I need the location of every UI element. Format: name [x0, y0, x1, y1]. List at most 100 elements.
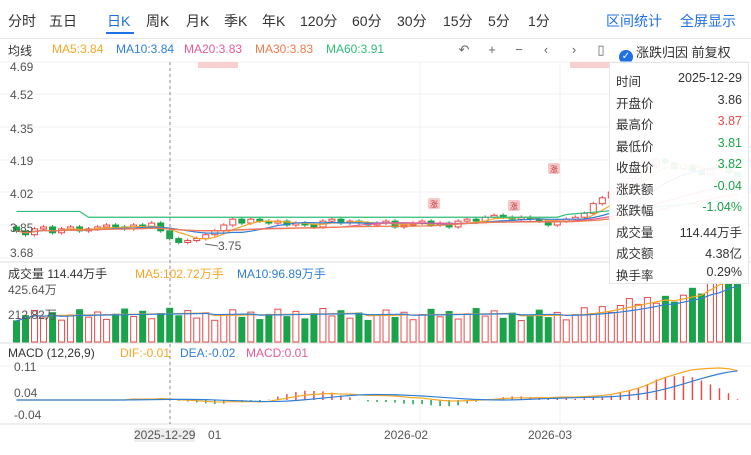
volume-bar — [472, 308, 480, 343]
volume-bar — [625, 298, 633, 343]
tab-6[interactable]: 年K — [262, 13, 286, 29]
fullscreen-link[interactable]: 全屏显示 — [680, 13, 736, 29]
volume-bar — [445, 311, 453, 343]
volume-bar — [400, 311, 408, 343]
tab-10[interactable]: 15分 — [443, 13, 473, 29]
min-price-pointer — [204, 243, 219, 247]
volume-axis-top: 425.64万 — [8, 283, 57, 297]
phone-icon[interactable]: ▯ — [597, 42, 605, 57]
macd-axis-top: 0.11 — [14, 360, 37, 374]
volume-bar — [166, 307, 174, 343]
volume-bar — [256, 319, 264, 343]
ma5-value: MA5:3.84 — [52, 42, 104, 56]
candle-body — [112, 224, 120, 228]
volume-bar — [202, 312, 210, 343]
scroll-left-icon[interactable]: ‹ — [543, 42, 549, 57]
volume-bar — [265, 313, 273, 343]
volume-bar — [481, 315, 489, 343]
price-axis-label-5: 3.85 — [10, 221, 34, 235]
volume-header: 成交量 114.44万手 — [8, 267, 108, 281]
volume-bar — [463, 313, 471, 343]
volume-bar — [391, 316, 399, 343]
price-axis-label-3: 4.19 — [10, 154, 34, 168]
volume-bar — [562, 319, 570, 343]
price-axis-label-4: 4.02 — [10, 187, 34, 201]
volume-bar — [31, 309, 39, 343]
volume-bar — [301, 318, 309, 343]
volume-bar — [670, 301, 678, 343]
adjust-toggle[interactable]: ✓ 涨跌归因 前复权 — [619, 42, 731, 64]
range-marker — [198, 62, 238, 68]
check-icon: ✓ — [619, 50, 633, 64]
tab-3[interactable]: 周K — [146, 13, 170, 29]
macd-value: MACD:0.01 — [246, 346, 309, 360]
volume-bar — [319, 307, 327, 343]
range-marker — [570, 62, 610, 68]
volume-bar — [733, 281, 741, 343]
interval-stats-link[interactable]: 区间统计 — [606, 13, 662, 29]
rise-badge — [508, 200, 520, 211]
tab-8[interactable]: 60分 — [352, 13, 382, 29]
rise-badge — [548, 163, 560, 174]
volume-bar — [454, 318, 462, 343]
candle-body — [328, 218, 336, 222]
volume-bar — [328, 315, 336, 343]
volume-bar — [157, 313, 165, 343]
volume-axis-mid: 212.82万 — [8, 308, 57, 322]
ma-label: 均线 — [8, 44, 33, 58]
ma60-value: MA60:3.91 — [326, 42, 385, 56]
volume-bar — [94, 311, 102, 343]
tab-7[interactable]: 120分 — [300, 13, 338, 29]
volume-bar — [499, 317, 507, 343]
volume-bar — [724, 281, 732, 343]
volume-ma10-line — [16, 285, 738, 322]
volume-bar — [292, 310, 300, 343]
scroll-right-icon[interactable]: › — [571, 42, 577, 57]
volume-bar — [616, 304, 624, 343]
volume-bar — [373, 314, 381, 343]
ma-legend: 均线 MA5:3.84 MA10:3.84 MA20:3.83 MA30:3.8… — [0, 39, 751, 59]
volume-bar — [193, 317, 201, 343]
undo-icon[interactable]: ↶ — [458, 42, 470, 57]
volume-bar — [184, 310, 192, 343]
x-label-crosshair-date: 2025-12-29 — [134, 428, 196, 442]
volume-bar — [490, 310, 498, 343]
zoom-out-icon[interactable]: − — [515, 42, 523, 57]
tab-4[interactable]: 月K — [186, 13, 210, 29]
volume-bar — [508, 312, 516, 343]
rise-badge-text: 涨 — [510, 201, 518, 211]
ma20-value: MA20:3.83 — [184, 42, 243, 56]
rise-badge-text: 涨 — [430, 199, 438, 209]
tab-12[interactable]: 1分 — [528, 13, 550, 29]
candle-body — [580, 212, 588, 218]
period-tabs: 分时 五日 日K 周K 月K 季K 年K 120分 60分 30分 15分 5分 1分 — [0, 0, 751, 39]
candle-body — [229, 218, 237, 226]
tab-11[interactable]: 5分 — [488, 13, 510, 29]
volume-bar — [283, 316, 291, 343]
ma10-value: MA10:3.84 — [116, 42, 175, 56]
tab-9[interactable]: 30分 — [397, 13, 427, 29]
macd-axis-mid: 0.04 — [14, 386, 38, 400]
volume-bar — [229, 309, 237, 343]
volume-bar — [103, 318, 111, 343]
tab-2[interactable]: 日K — [107, 13, 131, 29]
volume-bar — [661, 295, 669, 343]
active-tab-indicator — [106, 32, 134, 34]
volume-bar — [364, 319, 372, 343]
candle-body — [238, 218, 246, 224]
zoom-in-icon[interactable]: + — [488, 42, 496, 57]
dea-line — [16, 370, 738, 403]
volume-bar — [238, 316, 246, 343]
tab-5[interactable]: 季K — [224, 13, 248, 29]
candle-body — [103, 224, 111, 228]
volume-bar — [346, 317, 354, 343]
tab-0[interactable]: 分时 — [8, 13, 36, 29]
volume-bar — [13, 320, 21, 343]
volume-bar — [652, 302, 660, 343]
tab-1[interactable]: 五日 — [49, 13, 77, 29]
dif-line — [16, 367, 738, 403]
volume-bar — [544, 317, 552, 343]
macd-axis-bottom: -0.04 — [14, 408, 42, 422]
candle-body — [589, 203, 597, 214]
price-axis-label-2: 4.35 — [10, 122, 34, 136]
